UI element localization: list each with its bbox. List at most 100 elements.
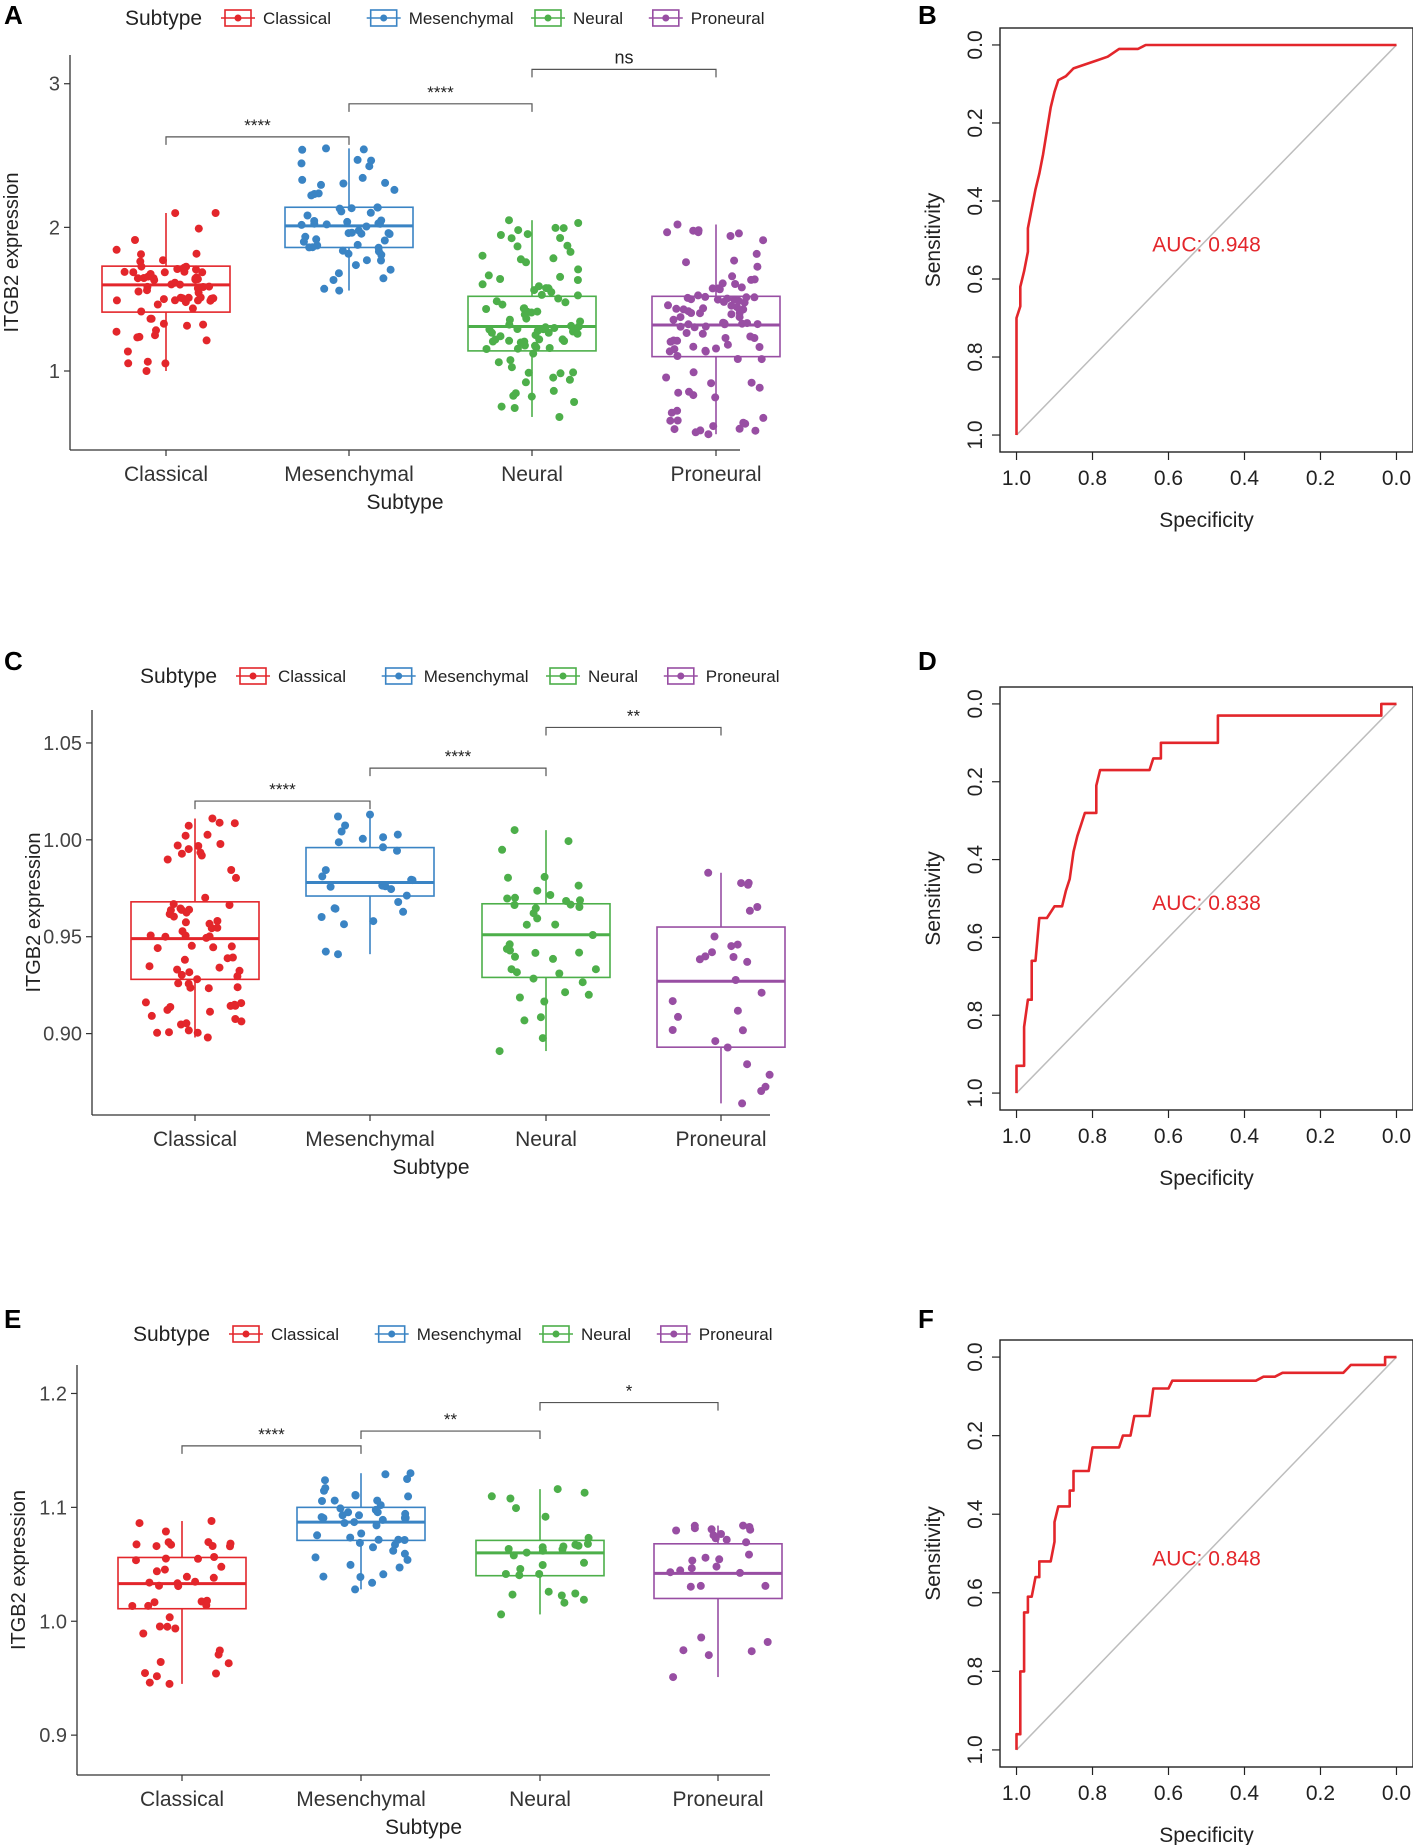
data-point: [711, 1037, 720, 1046]
data-point: [297, 159, 306, 168]
y-tick-label: 0.2: [964, 108, 987, 137]
y-tick-label: 1.0: [964, 420, 987, 449]
data-point: [358, 834, 367, 843]
data-point: [356, 1573, 365, 1581]
data-point: [334, 838, 343, 847]
box-mesenchymal: [296, 1469, 426, 1594]
data-point: [682, 329, 691, 337]
data-point: [165, 1028, 173, 1037]
data-point: [378, 1515, 387, 1524]
data-point: [313, 1531, 322, 1540]
data-point: [478, 280, 487, 289]
data-point: [151, 331, 159, 340]
data-point: [143, 282, 152, 291]
x-tick-label: Mesenchymal: [284, 463, 414, 486]
data-point: [208, 814, 217, 823]
points-proneural: [668, 868, 774, 1108]
data-point: [496, 332, 505, 341]
legend-key-dot: [234, 14, 242, 22]
x-tick-label: 0.0: [1382, 1125, 1411, 1148]
data-point: [322, 144, 330, 153]
data-point: [755, 383, 764, 392]
data-point: [226, 1542, 234, 1551]
data-point: [584, 990, 593, 999]
data-point: [701, 322, 710, 331]
data-point: [553, 1485, 562, 1494]
points-classical: [128, 1517, 235, 1688]
x-tick-label: Classical: [124, 463, 208, 486]
data-point: [181, 831, 190, 840]
data-point: [230, 1000, 239, 1009]
bracket: [531, 68, 717, 78]
y-tick-label: 0.0: [964, 30, 987, 59]
data-point: [184, 979, 193, 988]
reference-diagonal: [1015, 1356, 1398, 1751]
data-point: [668, 997, 677, 1006]
data-point: [213, 923, 222, 932]
data-point: [166, 1003, 175, 1011]
data-point: [169, 912, 178, 921]
data-point: [134, 287, 143, 296]
data-point: [199, 320, 208, 329]
data-point: [182, 1019, 191, 1028]
data-point: [535, 335, 544, 344]
y-axis-label: Sensitivity: [922, 1506, 945, 1601]
data-point: [713, 295, 722, 304]
data-point: [744, 878, 753, 887]
data-point: [129, 268, 138, 277]
data-point: [512, 1504, 520, 1513]
data-point: [192, 249, 201, 258]
bracket: [539, 1401, 719, 1411]
legend-key-dot: [677, 672, 685, 680]
data-point: [554, 294, 563, 303]
data-point: [133, 333, 142, 342]
data-point: [731, 280, 740, 288]
panel-label-d: D: [918, 646, 937, 676]
data-point: [224, 1659, 233, 1668]
data-point: [507, 363, 516, 372]
data-point: [684, 320, 693, 329]
data-point: [541, 1512, 550, 1521]
data-point: [694, 291, 703, 300]
legend-item-neural: Neural: [531, 9, 623, 28]
y-tick-label: 0.4: [964, 186, 987, 216]
data-point: [340, 1519, 349, 1527]
data-point: [173, 265, 182, 273]
plot-frame: [999, 27, 1413, 453]
data-point: [573, 276, 582, 284]
data-point: [549, 954, 557, 963]
data-point: [379, 833, 388, 842]
legend-key-dot: [242, 1330, 250, 1338]
data-point: [759, 236, 768, 245]
data-point: [750, 293, 759, 302]
data-point: [216, 840, 225, 848]
data-point: [556, 369, 565, 378]
data-point: [747, 275, 756, 284]
data-point: [546, 891, 555, 899]
data-point: [180, 267, 189, 276]
data-point: [320, 284, 329, 293]
data-point: [366, 810, 374, 819]
y-tick-label: 1.2: [39, 1383, 67, 1405]
box-classical: [101, 209, 231, 375]
data-point: [679, 305, 688, 314]
data-point: [733, 303, 742, 312]
data-point: [231, 1015, 240, 1023]
data-point: [181, 298, 190, 307]
x-tick-label: Classical: [140, 1788, 224, 1811]
x-axis-label: Specificity: [1159, 1167, 1254, 1190]
data-point: [662, 373, 671, 382]
data-point: [159, 256, 167, 265]
data-point: [691, 428, 700, 437]
data-point: [334, 269, 343, 278]
data-point: [237, 1017, 246, 1026]
data-point: [227, 866, 236, 874]
data-point: [183, 321, 191, 330]
data-point: [529, 974, 538, 983]
significance-neural-proneural: **: [545, 706, 722, 736]
data-point: [346, 1533, 355, 1542]
data-point: [318, 1497, 326, 1505]
data-point: [511, 893, 519, 902]
data-point: [203, 1033, 212, 1042]
data-point: [334, 812, 342, 821]
